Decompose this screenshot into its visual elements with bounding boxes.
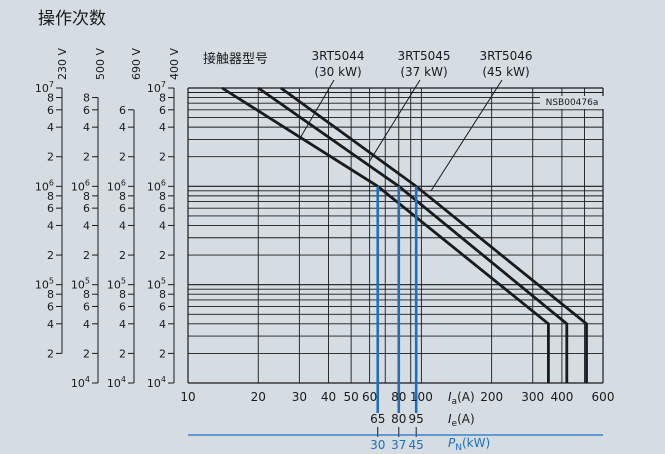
ie-tick-label: 80	[391, 412, 406, 426]
voltage-tick-label: 6	[47, 300, 54, 313]
series-curve-3RT5044	[221, 86, 550, 383]
voltage-tick-label: 8	[83, 288, 90, 301]
voltage-tick-label: 4	[119, 121, 126, 134]
voltage-tick-label: 2	[159, 151, 166, 164]
voltage-tick-label: 8	[119, 288, 126, 301]
series-rating-3RT5044: (30 kW)	[314, 65, 361, 79]
series-label-3RT5044: 3RT5044	[312, 49, 365, 63]
voltage-tick-label: 6	[119, 104, 126, 117]
voltage-tick-label: 104	[71, 375, 90, 390]
voltage-tick-label: 4	[47, 219, 54, 232]
x-tick-label: 600	[592, 390, 615, 404]
x-tick-label: 10	[180, 390, 195, 404]
voltage-tick-label: 2	[47, 249, 54, 262]
voltage-tick-label: 6	[119, 202, 126, 215]
voltage-column-label: 500 V	[94, 48, 107, 80]
ie-tick-label: 95	[409, 412, 424, 426]
x-tick-label: 50	[343, 390, 358, 404]
voltage-tick-label: 4	[47, 121, 54, 134]
voltage-tick-label: 6	[83, 300, 90, 313]
drawing-number: NSB00476a	[546, 98, 599, 108]
x-tick-label: 300	[521, 390, 544, 404]
voltage-tick-label: 4	[119, 318, 126, 331]
x-tick-label: 40	[321, 390, 336, 404]
series-label-3RT5046: 3RT5046	[480, 49, 533, 63]
voltage-tick-label: 4	[119, 219, 126, 232]
voltage-tick-label: 104	[147, 375, 166, 390]
voltage-tick-label: 8	[83, 92, 90, 105]
series-rating-3RT5046: (45 kW)	[482, 65, 529, 79]
rated-current-markers	[376, 186, 418, 413]
voltage-tick-label: 8	[47, 190, 54, 203]
voltage-tick-label: 4	[83, 318, 90, 331]
voltage-tick-label: 8	[119, 190, 126, 203]
voltage-tick-label: 8	[47, 92, 54, 105]
x-tick-label: 60	[362, 390, 377, 404]
voltage-tick-label: 6	[159, 104, 166, 117]
series-labels: 3RT5044 (30 kW) 3RT5045 (37 kW) 3RT5046 (45 k…	[298, 49, 533, 192]
voltage-tick-label: 6	[119, 300, 126, 313]
pn-tick-label: 45	[409, 438, 424, 452]
grid: NSB00476a	[187, 87, 604, 384]
voltage-tick-label: 2	[47, 151, 54, 164]
drawing-number-bg	[540, 96, 604, 109]
series-curve-3RT5045	[257, 86, 569, 383]
voltage-tick-label: 2	[159, 347, 166, 360]
voltage-tick-label: 8	[47, 288, 54, 301]
voltage-tick-label: 8	[83, 190, 90, 203]
curves	[221, 86, 588, 383]
voltage-tick-label: 6	[159, 300, 166, 313]
x-tick-label: 20	[251, 390, 266, 404]
chart-title: 操作次数	[38, 9, 106, 29]
voltage-tick-label: 2	[83, 249, 90, 262]
series-curve-3RT5046	[280, 86, 588, 383]
series-label-3RT5045: 3RT5045	[398, 49, 451, 63]
leader-line	[298, 79, 335, 140]
x-tick-label: 80	[391, 390, 406, 404]
x-tick-label: 100	[410, 390, 433, 404]
voltage-tick-label: 2	[119, 347, 126, 360]
voltage-tick-label: 4	[159, 219, 166, 232]
voltage-tick-label: 2	[47, 347, 54, 360]
voltage-tick-label: 2	[119, 249, 126, 262]
voltage-tick-label: 6	[159, 202, 166, 215]
x-tick-label: 400	[550, 390, 573, 404]
series-rating-3RT5045: (37 kW)	[400, 65, 447, 79]
voltage-tick-label: 4	[83, 121, 90, 134]
voltage-column-label: 230 V	[56, 48, 69, 80]
voltage-tick-label: 6	[83, 202, 90, 215]
leader-line	[430, 79, 503, 192]
voltage-column-label: 400 V	[168, 48, 181, 80]
x-tick-label: 200	[480, 390, 503, 404]
leader-line	[369, 79, 421, 162]
voltage-tick-label: 4	[159, 121, 166, 134]
voltage-tick-label: 2	[83, 151, 90, 164]
x-tick-label: 30	[292, 390, 307, 404]
pn-tick-label: 30	[370, 438, 385, 452]
ie-axis-label: Ie(A)	[448, 412, 475, 429]
voltage-tick-label: 4	[83, 219, 90, 232]
ie-tick-label: 65	[370, 412, 385, 426]
voltage-tick-label: 4	[47, 318, 54, 331]
voltage-tick-label: 8	[159, 288, 166, 301]
voltage-tick-label: 6	[47, 202, 54, 215]
voltage-tick-label: 2	[119, 151, 126, 164]
x-axes: 10 20 30 40 50 60 80 100 200 300 400 600 Ia(A) 65 80 95…	[180, 390, 614, 453]
voltage-tick-label: 104	[107, 375, 126, 390]
x-axis-label: Ia(A)	[448, 390, 475, 407]
voltage-column-label: 690 V	[130, 48, 143, 80]
voltage-tick-label: 2	[83, 347, 90, 360]
contactor-type-label: 接触器型号	[203, 51, 268, 67]
voltage-tick-label: 6	[47, 104, 54, 117]
voltage-tick-label: 8	[159, 190, 166, 203]
pn-tick-label: 37	[391, 438, 406, 452]
voltage-tick-label: 4	[159, 318, 166, 331]
voltage-tick-label: 8	[159, 92, 166, 105]
voltage-tick-label: 6	[83, 104, 90, 117]
voltage-tick-label: 2	[159, 249, 166, 262]
pn-axis-label: PN(kW)	[448, 436, 490, 453]
